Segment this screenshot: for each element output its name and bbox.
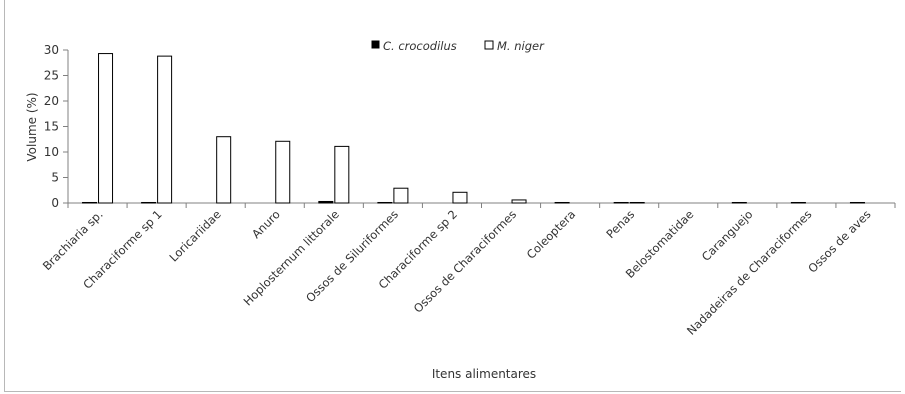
bar-c-crocodilus [613, 201, 629, 204]
bar-m-niger [334, 145, 350, 204]
x-category-label: Nadadeiras de Characiformes [684, 207, 815, 338]
legend-swatch-c-crocodilus [371, 40, 380, 49]
x-axis: Brachiaria sp.Characiforme sp 1 Loricarii… [40, 202, 896, 338]
y-tick-label: 20 [44, 94, 59, 108]
bar-c-crocodilus [554, 201, 570, 204]
bar-m-niger [157, 55, 173, 204]
bar-m-niger [216, 136, 232, 204]
bar-c-crocodilus [82, 201, 98, 204]
bar-m-niger [452, 191, 468, 204]
x-category-label: Loricariidae [166, 207, 223, 264]
bar-m-niger [98, 53, 114, 204]
x-category-label: Brachiaria sp. [40, 207, 106, 273]
x-category-label: Coleoptera [524, 207, 578, 261]
x-category-label: Penas [603, 207, 637, 241]
chart-frame [4, 0, 901, 392]
x-axis-title: Itens alimentares [432, 367, 536, 381]
y-tick-label: 25 [44, 69, 59, 83]
y-tick-label: 0 [51, 196, 59, 210]
bar-c-crocodilus [377, 201, 393, 204]
y-tick-label: 5 [51, 171, 59, 185]
legend-swatch-m-niger [484, 40, 494, 50]
y-tick-label: 15 [44, 120, 59, 134]
y-tick-label: 10 [44, 145, 59, 159]
bar-c-crocodilus [141, 201, 157, 204]
bar-c-crocodilus [849, 201, 865, 204]
bar-c-crocodilus [731, 201, 747, 204]
bar-m-niger [629, 201, 645, 204]
bar-m-niger [511, 199, 527, 204]
bars [82, 53, 865, 204]
x-category-label: Ossos de aves [805, 207, 873, 275]
x-category-label: Ossos de Characiformes [411, 207, 519, 315]
y-axis-title: Volume (%) [25, 92, 39, 161]
bar-m-niger [393, 187, 409, 204]
x-category-label: Anuro [249, 207, 283, 241]
bar-c-crocodilus [318, 200, 334, 204]
y-axis: 0 5 10 15 20 25 30 [44, 43, 69, 210]
bar-c-crocodilus [790, 201, 806, 204]
legend-label-c-crocodilus: C. crocodilus [383, 39, 457, 53]
legend: C. crocodilus M. niger [371, 39, 545, 53]
legend-label-m-niger: M. niger [497, 39, 545, 53]
x-category-label: Hoplosternum littorale [241, 207, 342, 308]
y-tick-label: 30 [44, 43, 59, 57]
bar-m-niger [275, 140, 291, 204]
x-category-label: Caranguejo [699, 207, 756, 264]
